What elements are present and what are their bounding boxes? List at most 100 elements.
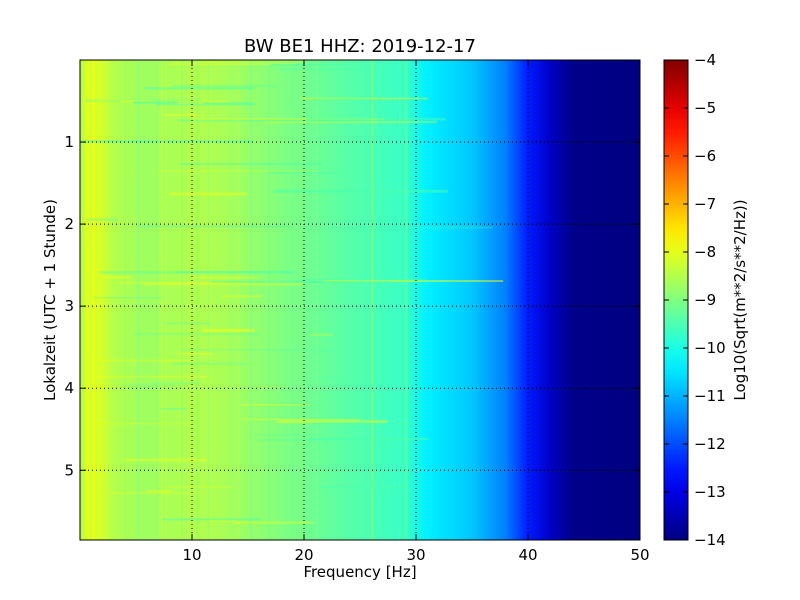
- heatmap-streak: [241, 404, 310, 406]
- colorbar-tick-label: −6: [694, 147, 716, 165]
- y-tick-label: 2: [64, 215, 74, 233]
- heatmap-streak: [122, 384, 179, 387]
- y-tick-label: 3: [64, 297, 74, 315]
- heatmap-streak: [268, 60, 271, 540]
- colorbar-tick-label: −8: [694, 243, 716, 261]
- heatmap-streak: [165, 60, 167, 540]
- y-tick-label: 4: [64, 379, 74, 397]
- x-tick-label: 10: [182, 546, 201, 564]
- heatmap-streak: [181, 60, 183, 540]
- colorbar-tick-label: −13: [694, 483, 726, 501]
- grid-lines: [80, 60, 640, 540]
- y-tick-label: 5: [64, 461, 74, 479]
- colorbar-label: Log10(Sqrt(m**2/s**2/Hz)): [731, 199, 749, 400]
- y-tick-label: 1: [64, 133, 74, 151]
- heatmap-streak: [146, 490, 172, 493]
- heatmap-streak: [166, 486, 232, 488]
- heatmap-streak: [163, 322, 211, 325]
- heatmap-streak: [310, 437, 429, 441]
- heatmap-streak: [173, 362, 248, 365]
- heatmap-streak: [312, 421, 414, 424]
- heatmap-streak: [318, 485, 408, 489]
- heatmap-streak: [161, 518, 261, 521]
- colorbar-tick-label: −14: [694, 531, 726, 549]
- heatmap-streak: [298, 281, 338, 283]
- heatmap-streak: [179, 163, 323, 165]
- heatmap-streak: [178, 119, 348, 122]
- colorbar-tick-label: −4: [694, 51, 716, 69]
- heatmap-streak: [278, 68, 376, 71]
- heatmap-streak: [210, 280, 391, 283]
- heatmap-streak: [258, 439, 329, 441]
- heatmap-streak: [99, 271, 295, 274]
- heatmap-streak: [94, 60, 97, 540]
- colorbar-tick-label: −7: [694, 195, 716, 213]
- colorbar-tick-label: −12: [694, 435, 726, 453]
- heatmap-streak: [326, 226, 493, 229]
- heatmap-streak: [124, 60, 126, 540]
- x-tick-label: 30: [406, 546, 425, 564]
- heatmap-streak: [196, 60, 199, 540]
- heatmap-streak: [306, 60, 308, 540]
- heatmap-streak: [168, 102, 204, 105]
- heatmap-streak: [89, 60, 92, 540]
- heatmap-streak: [371, 60, 374, 540]
- colorbar-tick-label: −11: [694, 387, 726, 405]
- heatmap-streak: [138, 225, 291, 228]
- plot-area: 10 20 30 40 50 1 2 3 4 5: [64, 59, 650, 564]
- heatmap-streak: [404, 60, 407, 540]
- heatmap-streak: [160, 60, 164, 540]
- heatmap-streak: [96, 423, 189, 425]
- colorbar: −4 −5 −6 −7 −8 −9 −10 −11 −12 −13 −14 Log10(Sqrt(m…: [663, 51, 749, 549]
- heatmap-streak: [81, 60, 84, 540]
- heatmap-streak: [93, 297, 164, 299]
- heatmap-streak: [97, 99, 151, 101]
- heatmap-streak: [249, 60, 252, 540]
- heatmap-streak: [313, 98, 377, 101]
- heatmap-streak: [99, 375, 210, 378]
- heatmap-streak: [175, 270, 293, 274]
- heatmap-streak: [119, 282, 227, 284]
- heatmap-streak: [150, 382, 202, 385]
- heatmap-streak: [102, 276, 132, 279]
- heatmap-streak: [181, 349, 338, 351]
- heatmap-streak: [80, 140, 253, 143]
- heatmap-streak: [134, 333, 260, 336]
- heatmap-streak: [241, 418, 362, 421]
- heatmap-streaks: [80, 60, 504, 540]
- heatmap-streak: [399, 60, 401, 540]
- heatmap-streak: [133, 101, 178, 104]
- heatmap-streak: [360, 60, 363, 540]
- heatmap-streak: [270, 64, 372, 66]
- colorbar-ticks: −4 −5 −6 −7 −8 −9 −10 −11 −12 −13 −14: [664, 51, 726, 549]
- heatmap-streak: [195, 60, 198, 540]
- heatmap-streak: [316, 60, 318, 540]
- heatmap-streak: [306, 117, 446, 121]
- heatmap-streak: [258, 387, 281, 389]
- heatmap-streak: [310, 333, 334, 336]
- heatmap-streak: [176, 352, 213, 355]
- heatmap-base: [80, 60, 640, 540]
- heatmap-streak: [263, 121, 437, 124]
- heatmap-streak: [299, 60, 301, 540]
- heatmap-streak: [398, 60, 401, 540]
- heatmap-streak: [172, 84, 278, 88]
- heatmap-streak: [299, 376, 361, 379]
- heatmap-streak: [233, 521, 314, 524]
- heatmap-streak: [144, 87, 255, 90]
- heatmap-streak: [299, 279, 426, 281]
- heatmap-streak: [221, 295, 263, 298]
- heatmap-streak: [154, 170, 317, 172]
- heatmap-streak: [209, 520, 236, 522]
- heatmap-streak: [178, 60, 182, 540]
- plot-frame: [79, 59, 641, 541]
- heatmap-streak: [106, 492, 200, 494]
- heatmap-streak: [202, 60, 306, 63]
- heatmap-streak: [358, 60, 361, 540]
- heatmap-streak: [273, 189, 448, 193]
- x-tick-label: 20: [294, 546, 313, 564]
- heatmap-streak: [237, 60, 240, 540]
- y-axis-ticks: 1 2 3 4 5: [64, 133, 640, 479]
- x-tick-label: 50: [630, 546, 649, 564]
